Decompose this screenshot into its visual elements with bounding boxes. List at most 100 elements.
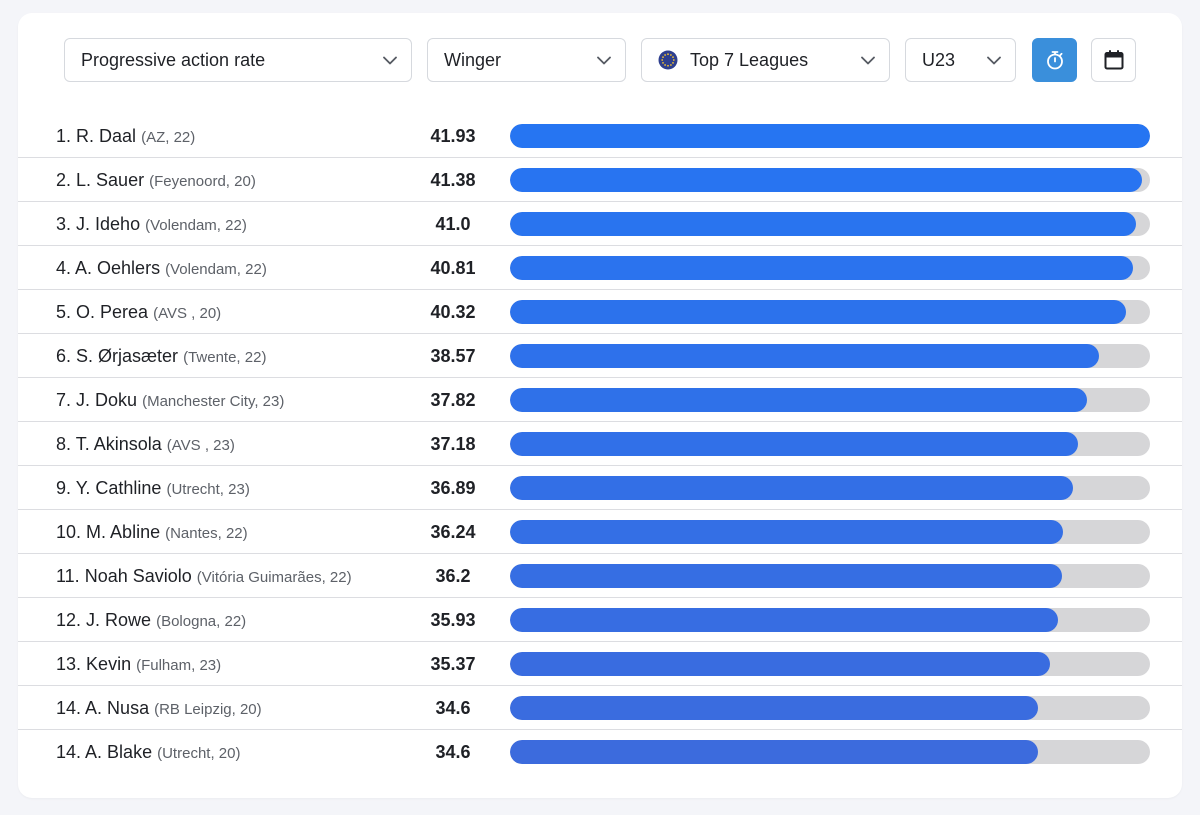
player-rank: 9. bbox=[56, 478, 72, 498]
competition-select-label: Top 7 Leagues bbox=[690, 49, 809, 70]
position-select-label: Winger bbox=[444, 49, 502, 70]
metric-value: 36.89 bbox=[430, 478, 476, 498]
player-rank: 12. bbox=[56, 610, 82, 630]
player-name: 12. J. Rowe (Bologna, 22) bbox=[56, 598, 246, 642]
metric-value: 41.0 bbox=[435, 214, 471, 234]
rankings-card: Progressive action rate Winger bbox=[18, 13, 1182, 798]
player-club: (Manchester City, 23) bbox=[142, 393, 285, 410]
bar-track bbox=[510, 608, 1150, 632]
bar-track bbox=[510, 432, 1150, 456]
player-name: 8. T. Akinsola (AVS , 23) bbox=[56, 422, 235, 466]
competition-select[interactable]: Top 7 Leagues bbox=[641, 38, 890, 82]
age-select[interactable]: U23 bbox=[905, 38, 1016, 82]
player-rank: 5. bbox=[56, 302, 72, 322]
player-club: (Volendam, 22) bbox=[165, 261, 267, 278]
ranking-row[interactable]: 14. A. Blake (Utrecht, 20) 34.6 bbox=[18, 730, 1182, 774]
ranking-row[interactable]: 2. L. Sauer (Feyenoord, 20) 41.38 bbox=[18, 158, 1182, 202]
ranking-row[interactable]: 13. Kevin (Fulham, 23) 35.37 bbox=[18, 642, 1182, 686]
player-club: (Volendam, 22) bbox=[145, 217, 247, 234]
player-rank: 6. bbox=[56, 346, 72, 366]
bar-fill bbox=[510, 300, 1126, 324]
player-club: (Bologna, 22) bbox=[156, 613, 247, 630]
ranking-row[interactable]: 14. A. Nusa (RB Leipzig, 20) 34.6 bbox=[18, 686, 1182, 730]
metric-value: 35.37 bbox=[430, 654, 476, 674]
player-name: 6. S. Ørjasæter (Twente, 22) bbox=[56, 334, 266, 378]
ranking-row[interactable]: 9. Y. Cathline (Utrecht, 23) 36.89 bbox=[18, 466, 1182, 510]
ranking-row[interactable]: 5. O. Perea (AVS , 20) 40.32 bbox=[18, 290, 1182, 334]
stopwatch-icon bbox=[1046, 51, 1063, 70]
ranking-row[interactable]: 4. A. Oehlers (Volendam, 22) 40.81 bbox=[18, 246, 1182, 290]
player-club: (Twente, 22) bbox=[183, 349, 267, 366]
ranking-row[interactable]: 3. J. Ideho (Volendam, 22) 41.0 bbox=[18, 202, 1182, 246]
player-club: (RB Leipzig, 20) bbox=[154, 701, 262, 718]
player-label: A. Oehlers bbox=[75, 258, 161, 278]
chevron-down-icon bbox=[597, 53, 611, 67]
ranking-row[interactable]: 6. S. Ørjasæter (Twente, 22) 38.57 bbox=[18, 334, 1182, 378]
bar-fill bbox=[510, 652, 1051, 676]
bar-track bbox=[510, 124, 1150, 148]
metric-select-label: Progressive action rate bbox=[81, 49, 266, 70]
player-name: 11. Noah Saviolo (Vitória Guimarães, 22) bbox=[56, 554, 352, 598]
player-rank: 2. bbox=[56, 170, 72, 190]
player-label: Noah Saviolo bbox=[84, 566, 192, 586]
metric-value: 40.81 bbox=[430, 258, 476, 278]
ranking-row[interactable]: 10. M. Abline (Nantes, 22) 36.24 bbox=[18, 510, 1182, 554]
metric-value: 37.18 bbox=[430, 434, 476, 454]
player-rank: 8. bbox=[56, 434, 72, 454]
bar-fill bbox=[510, 520, 1063, 544]
filter-bar: Progressive action rate Winger bbox=[18, 13, 1182, 113]
player-label: O. Perea bbox=[76, 302, 149, 322]
player-label: L. Sauer bbox=[76, 170, 145, 190]
position-select[interactable]: Winger bbox=[427, 38, 626, 82]
player-club: (Vitória Guimarães, 22) bbox=[196, 569, 352, 586]
player-club: (Feyenoord, 20) bbox=[149, 173, 256, 190]
player-club: (Utrecht, 20) bbox=[157, 745, 241, 762]
ranking-row[interactable]: 7. J. Doku (Manchester City, 23) 37.82 bbox=[18, 378, 1182, 422]
chevron-down-icon bbox=[383, 53, 397, 67]
bar-fill bbox=[510, 168, 1142, 192]
player-club: (AVS , 20) bbox=[153, 305, 222, 322]
age-select-label: U23 bbox=[922, 49, 956, 70]
bar-fill bbox=[510, 696, 1038, 720]
player-rank: 4. bbox=[56, 258, 72, 278]
metric-value: 36.24 bbox=[430, 522, 476, 542]
metric-value: 36.2 bbox=[435, 566, 471, 586]
eu-flag-icon bbox=[658, 50, 678, 70]
bar-fill bbox=[510, 124, 1150, 148]
chevron-down-icon bbox=[987, 53, 1001, 67]
metric-value: 41.93 bbox=[430, 126, 476, 146]
player-label: J. Rowe bbox=[86, 610, 152, 630]
metric-value: 34.6 bbox=[435, 742, 471, 762]
player-rank: 3. bbox=[56, 214, 72, 234]
ranking-row[interactable]: 11. Noah Saviolo (Vitória Guimarães, 22)… bbox=[18, 554, 1182, 598]
calendar-button[interactable] bbox=[1091, 38, 1136, 82]
metric-select[interactable]: Progressive action rate bbox=[64, 38, 412, 82]
player-name: 9. Y. Cathline (Utrecht, 23) bbox=[56, 466, 250, 510]
bar-track bbox=[510, 476, 1150, 500]
player-rank: 7. bbox=[56, 390, 72, 410]
player-rank: 10. bbox=[56, 522, 82, 542]
player-name: 14. A. Blake (Utrecht, 20) bbox=[56, 730, 240, 774]
player-label: T. Akinsola bbox=[75, 434, 162, 454]
player-name: 1. R. Daal (AZ, 22) bbox=[56, 114, 195, 158]
bar-fill bbox=[510, 344, 1099, 368]
ranking-row[interactable]: 8. T. Akinsola (AVS , 23) 37.18 bbox=[18, 422, 1182, 466]
metric-value: 41.38 bbox=[430, 170, 476, 190]
timer-button[interactable] bbox=[1032, 38, 1077, 82]
player-rank: 14. bbox=[56, 698, 82, 718]
ranking-row[interactable]: 12. J. Rowe (Bologna, 22) 35.93 bbox=[18, 598, 1182, 642]
ranking-row[interactable]: 1. R. Daal (AZ, 22) 41.93 bbox=[18, 114, 1182, 158]
player-name: 10. M. Abline (Nantes, 22) bbox=[56, 510, 248, 554]
metric-value: 35.93 bbox=[430, 610, 476, 630]
bar-fill bbox=[510, 256, 1133, 280]
bar-track bbox=[510, 256, 1150, 280]
player-club: (Utrecht, 23) bbox=[166, 481, 250, 498]
player-name: 13. Kevin (Fulham, 23) bbox=[56, 642, 221, 686]
bar-fill bbox=[510, 432, 1078, 456]
bar-fill bbox=[510, 608, 1059, 632]
player-label: Y. Cathline bbox=[75, 478, 162, 498]
player-club: (Nantes, 22) bbox=[165, 525, 248, 542]
player-club: (AVS , 23) bbox=[166, 437, 235, 454]
player-name: 5. O. Perea (AVS , 20) bbox=[56, 290, 221, 334]
player-label: J. Ideho bbox=[76, 214, 141, 234]
